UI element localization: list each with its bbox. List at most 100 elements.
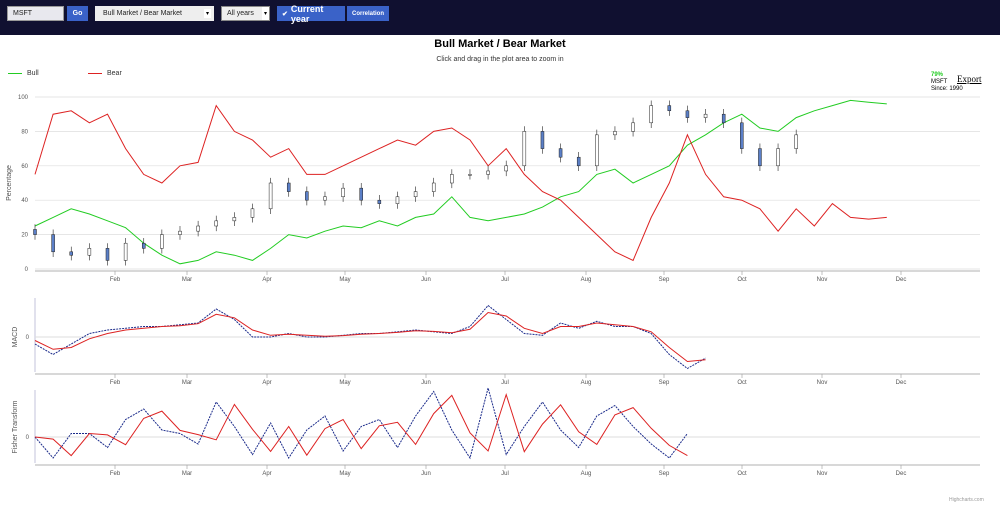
- x-tick-label: Jul: [501, 380, 509, 386]
- symbol-input[interactable]: MSFT: [7, 6, 64, 21]
- x-tick-label: Apr: [262, 277, 271, 283]
- candle: [87, 248, 92, 256]
- candle: [395, 196, 400, 204]
- x-tick-label: Sep: [659, 277, 670, 283]
- candle: [486, 170, 490, 175]
- candle: [33, 229, 37, 235]
- indicator-value: Bull Market / Bear Market: [103, 10, 182, 17]
- x-tick-label: Aug: [581, 380, 592, 386]
- indicator-select[interactable]: Bull Market / Bear Market ▾: [95, 6, 214, 21]
- x-tick-label: Apr: [262, 471, 271, 477]
- candle: [740, 122, 744, 149]
- x-tick-label: Sep: [659, 380, 670, 386]
- candle: [123, 242, 128, 261]
- years-select[interactable]: All years ▾: [221, 6, 270, 21]
- x-tick-label: Jul: [501, 277, 509, 283]
- candle: [196, 225, 200, 232]
- candle: [613, 131, 617, 136]
- x-tick-label: Feb: [110, 277, 121, 283]
- correlation-button[interactable]: Correlation: [347, 6, 389, 21]
- candle: [431, 182, 436, 192]
- bull-series-line: [34, 99, 887, 265]
- candle: [794, 134, 798, 149]
- info-percent: 79%: [931, 72, 944, 78]
- candle: [305, 191, 309, 201]
- candle: [631, 122, 635, 132]
- candle: [776, 148, 780, 167]
- x-tick-label: Apr: [262, 380, 271, 386]
- info-symbol: MSFT: [931, 79, 948, 85]
- x-tick-label: Dec: [896, 277, 907, 283]
- x-tick-label: Nov: [817, 277, 828, 283]
- candle: [576, 156, 581, 167]
- current-year-toggle[interactable]: ✔ Current year: [277, 4, 345, 24]
- go-button[interactable]: Go: [67, 6, 88, 21]
- candle: [703, 113, 708, 118]
- candle: [377, 199, 382, 204]
- candle: [286, 182, 291, 192]
- candle: [105, 248, 110, 261]
- candle: [758, 148, 762, 167]
- candle: [250, 208, 255, 218]
- x-tick-label: Feb: [110, 471, 121, 477]
- y-tick-label: 40: [21, 198, 28, 204]
- x-tick-label: Jun: [421, 471, 431, 477]
- x-tick-label: May: [339, 380, 350, 386]
- candle: [69, 251, 73, 256]
- y-axis-title: MACD: [12, 327, 19, 348]
- candle: [595, 134, 599, 167]
- info-box: 79% MSFT Since: 1990: [931, 72, 963, 93]
- macd-line: [34, 304, 706, 370]
- x-tick-label: Jun: [421, 380, 431, 386]
- x-tick-label: Jul: [501, 471, 509, 477]
- x-tick-label: Nov: [817, 380, 828, 386]
- dropdown-arrow-icon: ▾: [204, 9, 211, 18]
- info-since: Since: 1990: [931, 86, 963, 92]
- x-tick-label: May: [339, 471, 350, 477]
- candle: [51, 234, 55, 253]
- fisher-line: [34, 386, 688, 460]
- candle: [141, 242, 146, 249]
- candle: [667, 105, 672, 112]
- x-tick-label: Dec: [896, 380, 907, 386]
- checkbox-icon[interactable]: ✔: [282, 10, 288, 18]
- candle: [558, 148, 563, 158]
- candle: [214, 220, 218, 227]
- x-tick-label: Feb: [110, 380, 121, 386]
- chart-subtitle: Click and drag in the plot area to zoom …: [436, 56, 564, 63]
- export-link[interactable]: Export: [957, 74, 982, 84]
- candle: [504, 165, 508, 172]
- candle: [685, 110, 690, 118]
- bear-series-line: [34, 104, 887, 262]
- years-value: All years: [227, 10, 254, 17]
- y-axis-title: Fisher Transform: [12, 400, 19, 453]
- candle: [649, 105, 653, 124]
- chart-title: Bull Market / Bear Market: [434, 38, 566, 50]
- toolbar: MSFT Go Bull Market / Bear Market ▾ All y…: [0, 0, 1000, 35]
- x-tick-label: Mar: [182, 380, 192, 386]
- x-tick-label: Jun: [421, 277, 431, 283]
- candle: [413, 191, 418, 198]
- y-tick-label: 60: [21, 164, 28, 170]
- x-tick-label: Mar: [182, 277, 192, 283]
- candle: [178, 230, 182, 235]
- y-tick-label: 0: [26, 435, 30, 441]
- candle: [522, 131, 527, 167]
- candle: [323, 196, 327, 201]
- x-tick-label: Oct: [737, 380, 747, 386]
- legend-label: Bear: [107, 70, 122, 77]
- candle: [450, 174, 454, 184]
- legend-label: Bull: [27, 70, 39, 77]
- candle: [540, 131, 545, 149]
- y-axis-title: Percentage: [6, 165, 13, 201]
- candle: [341, 187, 345, 198]
- y-tick-label: 0: [26, 335, 30, 341]
- legend-item-bull[interactable]: Bull: [8, 70, 39, 77]
- x-tick-label: Mar: [182, 471, 192, 477]
- legend-item-bear[interactable]: Bear: [88, 70, 122, 77]
- credit-link[interactable]: Highcharts.com: [949, 497, 984, 503]
- x-tick-label: Nov: [817, 471, 828, 477]
- dropdown-arrow-icon: ▾: [262, 7, 269, 20]
- x-tick-label: Dec: [896, 471, 907, 477]
